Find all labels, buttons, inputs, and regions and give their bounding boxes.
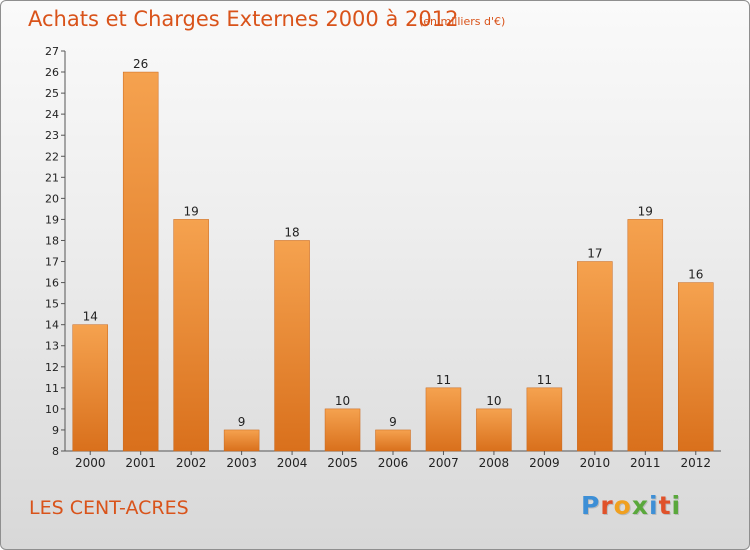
x-tick-label: 2001 <box>125 456 156 470</box>
bar <box>627 219 664 452</box>
bar <box>173 219 209 452</box>
x-tick-label: 2000 <box>75 456 106 470</box>
data-label: 11 <box>537 373 552 387</box>
logo-letter: r <box>600 491 614 520</box>
y-tick-label: 21 <box>45 171 59 184</box>
bar <box>274 240 310 452</box>
logo-letter: o <box>613 491 632 520</box>
data-label: 9 <box>389 415 397 429</box>
data-label: 17 <box>587 247 602 261</box>
proxiti-logo[interactable]: Proxiti <box>581 491 681 520</box>
data-label: 19 <box>184 204 199 218</box>
logo-letter: P <box>581 491 601 520</box>
x-tick-label: 2005 <box>327 456 358 470</box>
x-tick-label: 2012 <box>680 456 711 470</box>
data-label: 11 <box>436 373 451 387</box>
bar <box>678 282 714 452</box>
y-tick-label: 10 <box>45 403 59 416</box>
y-tick-label: 19 <box>45 213 59 226</box>
y-tick-label: 9 <box>52 424 59 437</box>
y-tick-label: 15 <box>45 298 59 311</box>
y-tick-label: 25 <box>45 87 59 100</box>
bar <box>324 408 361 452</box>
y-tick-label: 16 <box>45 277 59 290</box>
bar <box>223 429 260 452</box>
chart-title: Achats et Charges Externes 2000 à 2012 <box>28 7 459 31</box>
y-tick-label: 14 <box>45 319 59 332</box>
y-tick-label: 23 <box>45 129 59 142</box>
data-label: 26 <box>133 57 148 71</box>
data-label: 14 <box>83 310 98 324</box>
x-tick-label: 2007 <box>428 456 459 470</box>
x-tick-label: 2009 <box>529 456 560 470</box>
x-tick-label: 2008 <box>479 456 510 470</box>
y-tick-label: 24 <box>45 108 59 121</box>
bar <box>375 429 411 452</box>
x-tick-label: 2011 <box>630 456 661 470</box>
bar <box>425 387 462 452</box>
x-tick-label: 2010 <box>580 456 611 470</box>
logo-letter: t <box>658 491 672 520</box>
x-tick-label: 2002 <box>176 456 207 470</box>
place-name: LES CENT-ACRES <box>29 497 189 519</box>
data-label: 18 <box>284 225 299 239</box>
logo-letter: i <box>649 491 659 520</box>
y-tick-label: 13 <box>45 340 59 353</box>
bar <box>526 387 563 452</box>
y-tick-label: 27 <box>45 45 59 58</box>
logo-letter: i <box>671 491 682 520</box>
bar <box>72 324 108 452</box>
y-tick-label: 18 <box>45 234 59 247</box>
bar <box>476 408 512 452</box>
data-label: 9 <box>238 415 246 429</box>
data-label: 16 <box>688 268 703 282</box>
data-label: 10 <box>486 394 501 408</box>
y-tick-label: 12 <box>45 361 59 374</box>
bar <box>577 261 613 452</box>
y-tick-label: 20 <box>45 192 59 205</box>
x-tick-label: 2004 <box>277 456 308 470</box>
y-tick-label: 8 <box>52 445 59 458</box>
y-tick-label: 11 <box>45 382 59 395</box>
x-tick-label: 2006 <box>378 456 409 470</box>
logo-letter: x <box>631 491 649 520</box>
y-tick-label: 22 <box>45 150 59 163</box>
x-tick-label: 2003 <box>226 456 257 470</box>
y-tick-label: 26 <box>45 66 59 79</box>
y-tick-label: 17 <box>45 256 59 269</box>
bar <box>122 71 159 452</box>
unit-note: (en milliers d'€) <box>419 15 506 28</box>
data-label: 10 <box>335 394 350 408</box>
data-label: 19 <box>638 204 653 218</box>
